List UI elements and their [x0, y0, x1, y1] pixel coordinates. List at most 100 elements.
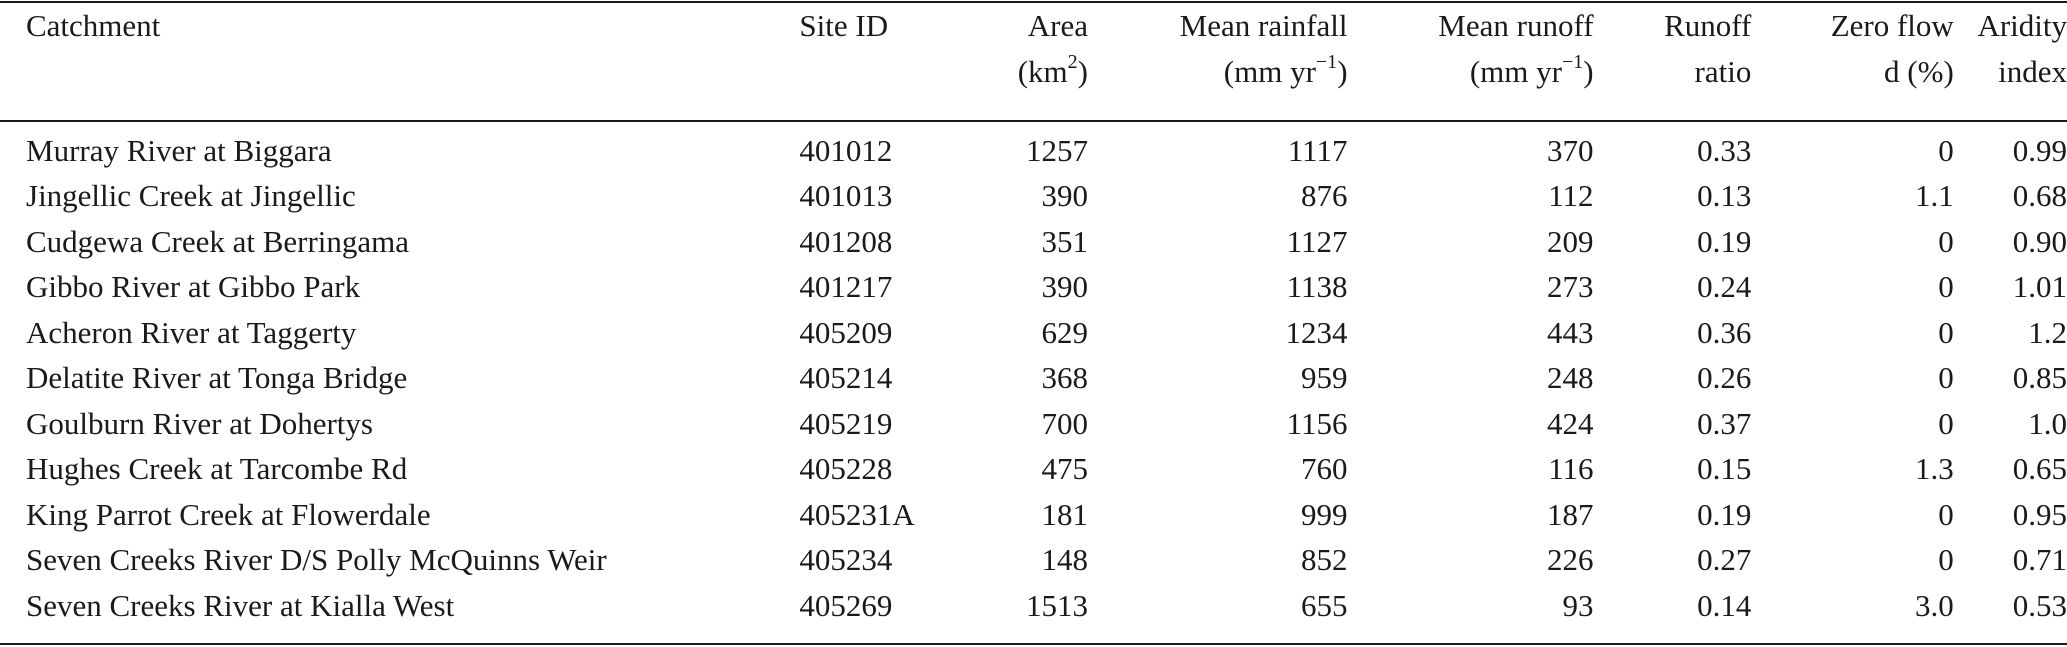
- top-rule: [0, 1, 2067, 3]
- cell-catchment: Seven Creeks River at Kialla West: [26, 587, 455, 623]
- col-header-runoff-ratio: Runoff ratio: [1664, 8, 1752, 89]
- table-row: Seven Creeks River at Kialla West 405269 1…: [0, 583, 2067, 629]
- cell-aridity-index: 1.2: [2028, 314, 2067, 350]
- cell-mean-rainfall: 999: [1301, 496, 1348, 532]
- cell-area: 1513: [1025, 587, 1088, 623]
- cell-mean-runoff: 187: [1547, 496, 1594, 532]
- cell-aridity-index: 0.68: [2012, 178, 2067, 214]
- cell-area: 181: [1041, 496, 1088, 532]
- table-row: Delatite River at Tonga Bridge 405214 368 9…: [0, 355, 2067, 401]
- col-header-aridity-index: Aridity index: [1977, 8, 2067, 89]
- cell-runoff-ratio: 0.24: [1697, 269, 1752, 305]
- cell-catchment: Hughes Creek at Tarcombe Rd: [26, 451, 408, 487]
- cell-runoff-ratio: 0.14: [1697, 587, 1752, 623]
- cell-aridity-index: 1.01: [2012, 269, 2067, 305]
- cell-zero-flow: 3.0: [1915, 587, 1954, 623]
- cell-site-id: 405231A: [799, 496, 915, 532]
- cell-aridity-index: 0.99: [2012, 133, 2067, 168]
- cell-zero-flow: 0: [1938, 314, 1954, 350]
- col-header-zero-flow: Zero flow d (%): [1830, 8, 1954, 89]
- cell-runoff-ratio: 0.19: [1697, 223, 1752, 259]
- cell-area: 629: [1041, 314, 1088, 350]
- table-row: Goulburn River at Dohertys 405219 700 1156 4…: [0, 401, 2067, 447]
- cell-aridity-index: 0.71: [2012, 542, 2067, 578]
- cell-mean-rainfall: 1117: [1287, 133, 1348, 168]
- cell-mean-runoff: 116: [1548, 451, 1594, 487]
- header-row: Catchment Site ID Area (km2) Mean rainfa…: [0, 3, 2067, 120]
- cell-mean-rainfall: 1127: [1286, 223, 1348, 259]
- cell-catchment: King Parrot Creek at Flowerdale: [26, 496, 431, 532]
- cell-mean-rainfall: 1234: [1285, 314, 1348, 350]
- cell-runoff-ratio: 0.15: [1697, 451, 1752, 487]
- cell-runoff-ratio: 0.26: [1697, 360, 1752, 396]
- cell-mean-runoff: 370: [1547, 133, 1594, 168]
- cell-area: 700: [1041, 405, 1088, 441]
- cell-aridity-index: 1.0: [2028, 405, 2067, 441]
- cell-mean-rainfall: 1138: [1286, 269, 1348, 305]
- cell-aridity-index: 0.95: [2012, 496, 2067, 532]
- cell-aridity-index: 0.65: [2012, 451, 2067, 487]
- cell-catchment: Acheron River at Taggerty: [26, 314, 357, 350]
- cell-site-id: 405228: [799, 451, 893, 487]
- cell-zero-flow: 0: [1938, 496, 1954, 532]
- cell-area: 475: [1041, 451, 1088, 487]
- cell-zero-flow: 1.3: [1915, 451, 1954, 487]
- cell-site-id: 401217: [799, 269, 893, 305]
- cell-site-id: 405219: [799, 405, 893, 441]
- cell-zero-flow: 1.1: [1915, 178, 1954, 214]
- cell-mean-runoff: 112: [1548, 178, 1594, 214]
- col-header-site-id: Site ID: [799, 8, 889, 43]
- cell-mean-rainfall: 655: [1301, 587, 1348, 623]
- cell-site-id: 405269: [799, 587, 893, 623]
- cell-mean-runoff: 273: [1547, 269, 1594, 305]
- cell-site-id: 405214: [799, 360, 893, 396]
- cell-site-id: 401012: [799, 133, 893, 168]
- cell-mean-runoff: 209: [1547, 223, 1594, 259]
- cell-site-id: 401013: [799, 178, 893, 214]
- cell-zero-flow: 0: [1938, 133, 1954, 168]
- cell-mean-rainfall: 959: [1301, 360, 1348, 396]
- bottom-rule: [0, 643, 2067, 645]
- cell-runoff-ratio: 0.13: [1697, 178, 1752, 214]
- cell-catchment: Goulburn River at Dohertys: [26, 405, 373, 441]
- col-header-mean-rainfall: Mean rainfall (mm yr−1): [1179, 8, 1348, 89]
- cell-mean-rainfall: 760: [1301, 451, 1348, 487]
- cell-catchment: Delatite River at Tonga Bridge: [26, 360, 408, 396]
- cell-aridity-index: 0.53: [2012, 587, 2067, 623]
- cell-runoff-ratio: 0.36: [1697, 314, 1752, 350]
- cell-mean-runoff: 248: [1547, 360, 1594, 396]
- cell-catchment: Cudgewa Creek at Berringama: [26, 223, 410, 259]
- cell-runoff-ratio: 0.37: [1697, 405, 1752, 441]
- table-row: Acheron River at Taggerty 405209 629 1234 44…: [0, 310, 2067, 356]
- cell-zero-flow: 0: [1938, 269, 1954, 305]
- cell-mean-runoff: 443: [1547, 314, 1594, 350]
- cell-zero-flow: 0: [1938, 542, 1954, 578]
- table-row: Seven Creeks River D/S Polly McQuinns We…: [0, 537, 2067, 583]
- cell-area: 368: [1041, 360, 1088, 396]
- cell-mean-rainfall: 876: [1301, 178, 1348, 214]
- cell-zero-flow: 0: [1938, 360, 1954, 396]
- table-row: King Parrot Creek at Flowerdale 405231A 18…: [0, 492, 2067, 538]
- cell-catchment: Seven Creeks River D/S Polly McQuinns We…: [26, 542, 607, 578]
- col-header-catchment: Catchment: [26, 8, 161, 43]
- col-header-area: Area (km2): [1017, 8, 1088, 89]
- cell-catchment: Jingellic Creek at Jingellic: [26, 178, 356, 214]
- header-rule: [0, 120, 2067, 122]
- cell-site-id: 401208: [799, 223, 893, 259]
- cell-mean-runoff: 226: [1547, 542, 1594, 578]
- cell-mean-runoff: 93: [1562, 587, 1594, 623]
- cell-area: 1257: [1025, 133, 1088, 168]
- cell-aridity-index: 0.90: [2012, 223, 2067, 259]
- cell-mean-rainfall: 1156: [1286, 405, 1348, 441]
- cell-aridity-index: 0.85: [2012, 360, 2067, 396]
- col-header-mean-runoff: Mean runoff (mm yr−1): [1438, 8, 1594, 89]
- cell-mean-runoff: 424: [1547, 405, 1594, 441]
- table-row: Jingellic Creek at Jingellic 401013 390 876…: [0, 173, 2067, 219]
- table-row: Cudgewa Creek at Berringama 401208 351 1127…: [0, 219, 2067, 265]
- cell-mean-rainfall: 852: [1301, 542, 1348, 578]
- cell-runoff-ratio: 0.27: [1697, 542, 1752, 578]
- cell-site-id: 405234: [799, 542, 893, 578]
- table-row: Hughes Creek at Tarcombe Rd 405228 475 760 1…: [0, 446, 2067, 492]
- cell-area: 390: [1041, 178, 1088, 214]
